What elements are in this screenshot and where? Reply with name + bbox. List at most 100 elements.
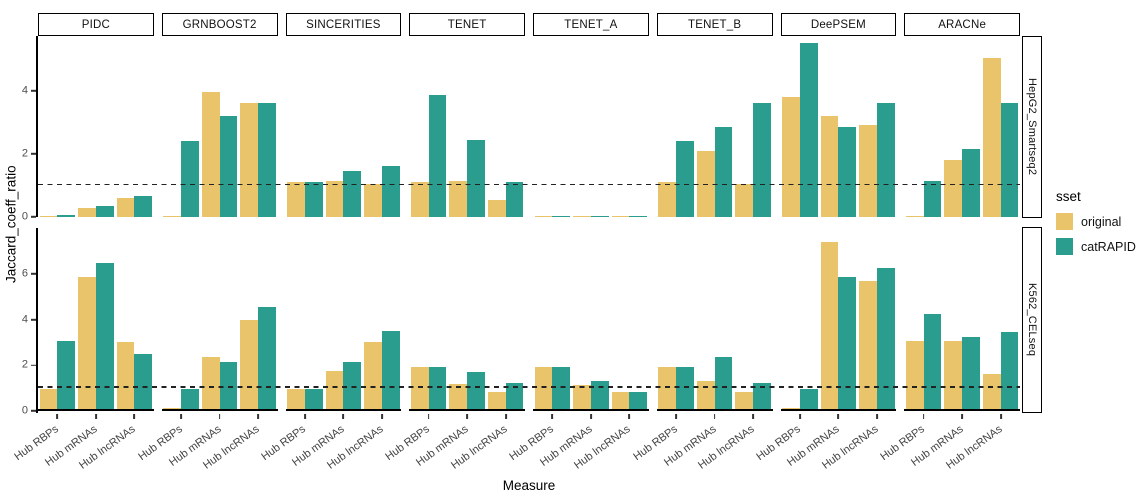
bar-group-Hub RBPs [658,37,695,217]
bar-original-Hub RBPs [782,97,800,217]
y-tick-mark [31,318,36,321]
bar-catRAPID-Hub RBPs [799,388,818,409]
bar-group-Hub mRNAs [77,228,114,409]
x-tick-mark [381,414,383,419]
bar-catRAPID-Hub mRNAs [219,361,238,409]
x-axis-title: Measure [502,478,556,493]
bar-original-Hub lncRNAs [364,183,382,217]
bar-group-Hub mRNAs [944,228,981,409]
bar-group-Hub RBPs [534,37,571,217]
bar-catRAPID-Hub lncRNAs [258,307,276,409]
bar-catRAPID-Hub lncRNAs [753,382,771,409]
bar-catRAPID-Hub lncRNAs [505,382,524,409]
bar-group-Hub lncRNAs [611,37,648,217]
x-tick-mark [922,414,925,419]
bar-catRAPID-Hub mRNAs [962,149,980,217]
bar-original-Hub mRNAs [944,160,963,217]
bar-original-Hub mRNAs [201,356,220,409]
facet-strip-SINCERITIES: SINCERITIES [285,13,402,36]
bar-group-Hub mRNAs [77,37,114,217]
bar-group-Hub mRNAs [944,37,981,217]
y-tick-mark [31,216,36,218]
x-label-cell-DeePSEM: Hub RBPs Hub mRNAs Hub lncRNAs [755,413,897,475]
x-tick-mark [218,414,221,419]
bar-catRAPID-Hub mRNAs [838,127,857,217]
facet-strip-ARACNe: ARACNe [904,13,1020,36]
bar-original-Hub mRNAs [78,276,96,409]
bar-catRAPID-Hub lncRNAs [876,267,895,409]
x-tick-mark [798,414,801,419]
legend-label-catrapid: catRAPID [1081,239,1136,254]
x-tick-mark [427,414,430,419]
bar-original-Hub lncRNAs [982,57,1001,217]
facet-strip-TENET_B: TENET_B [656,13,773,36]
bar-catRAPID-Hub lncRNAs [629,216,648,217]
y-tick-column-top: 0 2 4 [0,37,36,222]
x-label-cell-GRNBOOST2: Hub RBPs Hub mRNAs Hub lncRNAs [136,413,278,475]
bar-original-Hub RBPs [287,182,305,217]
y-tick-label: 4 [21,84,28,97]
bar-group-Hub RBPs [410,228,447,409]
x-label-cell-TENET: Hub RBPs Hub mRNAs Hub lncRNAs [383,413,525,475]
x-tick-mark [133,414,136,419]
bar-group-Hub lncRNAs [487,37,524,217]
bar-catRAPID-Hub lncRNAs [1000,332,1019,409]
bar-original-Hub mRNAs [944,341,963,409]
bar-group-Hub lncRNAs [735,228,772,409]
panel-HepG2_Smartseq2-TENET_A [533,37,649,217]
bar-group-Hub RBPs [286,37,323,217]
bar-catRAPID-Hub RBPs [181,388,199,409]
panel-HepG2_Smartseq2-TENET [409,37,525,217]
bar-original-Hub mRNAs [820,115,839,217]
bar-catRAPID-Hub mRNAs [590,216,609,217]
bar-original-Hub lncRNAs [116,342,135,409]
bar-original-Hub mRNAs [696,380,715,409]
bar-group-Hub mRNAs [696,37,733,217]
x-label-cell-TENET_A: Hub RBPs Hub mRNAs Hub lncRNAs [507,413,649,475]
bar-group-Hub lncRNAs [363,37,400,217]
y-tick-mark [31,89,36,92]
x-tick-mark [504,414,507,419]
bar-group-Hub RBPs [534,228,571,409]
y-tick-mark [31,272,36,275]
panel-K562_CELseq-ARACNe [904,228,1020,411]
panel-HepG2_Smartseq2-ARACNe [904,37,1020,217]
bar-original-Hub RBPs [905,216,924,217]
bar-group-Hub mRNAs [325,37,362,217]
bar-group-Hub RBPs [39,228,76,409]
bar-group-Hub RBPs [163,37,200,217]
bar-group-Hub mRNAs [572,228,609,409]
bar-group-Hub mRNAs [201,37,238,217]
facet-strip-DeePSEM: DeePSEM [780,13,897,36]
x-label-cell-PIDC: Hub RBPs Hub mRNAs Hub lncRNAs [12,413,154,475]
legend-label-original: original [1081,214,1122,229]
bar-original-Hub lncRNAs [611,392,630,409]
bar-original-Hub RBPs [534,216,553,217]
bar-catRAPID-Hub mRNAs [219,115,238,217]
bar-original-Hub RBPs [287,388,305,409]
legend-item-original: original [1056,213,1136,230]
bar-original-Hub lncRNAs [116,198,135,217]
bar-original-Hub lncRNAs [240,319,259,409]
bar-catRAPID-Hub RBPs [676,141,694,217]
bar-catRAPID-Hub RBPs [181,141,199,217]
bar-original-Hub mRNAs [449,180,468,217]
x-tick-mark [589,414,592,419]
panel-K562_CELseq-TENET_A [533,228,649,411]
x-tick-mark [628,414,631,419]
facet-strip-row-label-bottom: K562_CELseq [1022,227,1042,413]
bar-group-Hub RBPs [905,228,942,409]
bar-catRAPID-Hub RBPs [799,43,818,217]
bar-original-Hub RBPs [782,408,800,409]
bar-catRAPID-Hub lncRNAs [505,182,524,217]
panel-K562_CELseq-GRNBOOST2 [161,228,278,411]
bar-catRAPID-Hub mRNAs [343,361,362,409]
bar-group-Hub RBPs [410,37,447,217]
x-tick-mark [466,414,469,419]
bar-group-Hub lncRNAs [116,228,153,409]
y-axis-line-top [36,36,39,217]
bar-catRAPID-Hub mRNAs [95,263,114,409]
x-tick-mark [342,414,345,419]
x-label-cell-SINCERITIES: Hub RBPs Hub mRNAs Hub lncRNAs [260,413,402,475]
